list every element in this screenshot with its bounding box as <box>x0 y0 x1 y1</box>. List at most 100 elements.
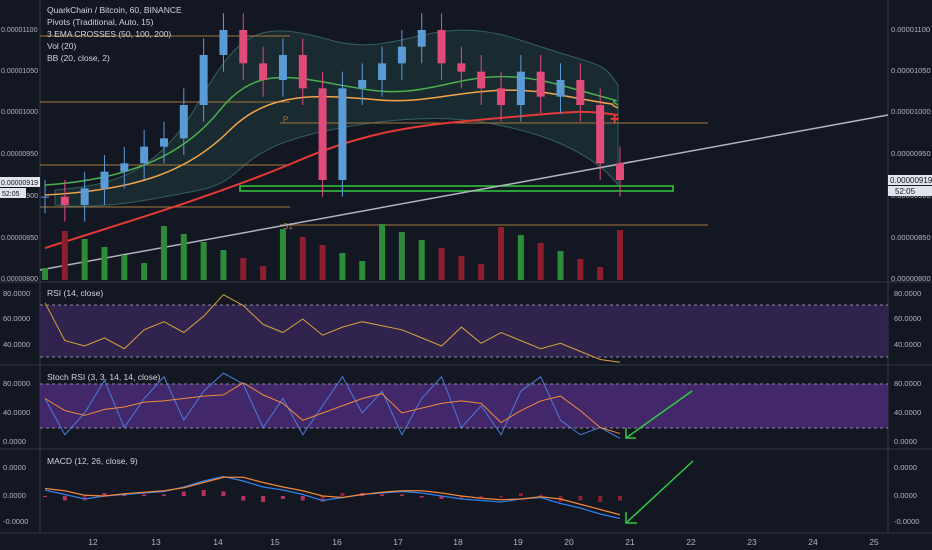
time-tick-label: 17 <box>393 537 403 547</box>
stoch-rsi-label[interactable]: Stoch RSI (3, 3, 14, 14, close) <box>47 372 161 382</box>
time-tick-label: 15 <box>270 537 280 547</box>
volume-bar <box>537 243 544 280</box>
oscillator-tick-label: 0.0000 <box>894 437 917 446</box>
macd-signal-line <box>44 476 621 516</box>
ema-50-line <box>44 75 619 186</box>
stoch-d-line <box>44 382 621 435</box>
time-tick-label: 23 <box>747 537 757 547</box>
countdown-right: 52:05 <box>895 187 916 196</box>
oscillator-tick-label: 80.0000 <box>3 379 30 388</box>
time-tick-label: 19 <box>513 537 523 547</box>
pivot-p-label: P <box>283 115 288 124</box>
current-price-tag-left <box>0 177 40 187</box>
macd-histogram-bar <box>518 493 523 496</box>
macd-histogram-bar <box>439 496 444 499</box>
macd-histogram-bar <box>241 496 246 501</box>
volume-bar <box>319 245 326 280</box>
macd-histogram-bar <box>43 496 47 497</box>
macd-histogram-bar <box>598 496 603 502</box>
oscillator-axis-right: 80.0000 60.0000 40.0000 80.0000 40.0000 0.000… <box>894 289 921 526</box>
macd-histogram-bar <box>499 496 504 498</box>
macd-histogram-bar <box>102 493 107 496</box>
volume-bar <box>200 242 207 280</box>
volume-bar <box>517 235 524 280</box>
countdown-tag-left <box>0 188 26 198</box>
candle-body <box>437 30 446 64</box>
volume-bar <box>141 263 148 280</box>
price-tick-label: 0.00000800 <box>891 274 931 283</box>
candle-body <box>338 88 347 180</box>
price-tick-label: 0.00000850 <box>891 233 931 242</box>
candle-body <box>80 188 89 205</box>
volume-bar <box>359 261 366 280</box>
rsi-band <box>40 305 888 357</box>
symbol-title: QuarkChain / Bitcoin, 60, BINANCE <box>47 5 182 15</box>
macd-histogram-bar <box>201 490 206 496</box>
oscillator-tick-label: 40.0000 <box>894 340 921 349</box>
oscillator-tick-label: 0.0000 <box>3 491 26 500</box>
candle-body <box>199 55 208 105</box>
candle-body <box>417 30 426 47</box>
candle-body <box>596 105 605 164</box>
volume-bar <box>180 234 187 280</box>
volume-bar <box>339 253 346 280</box>
indicator-pivots-label[interactable]: Pivots (Traditional, Auto, 15) <box>47 17 154 27</box>
time-tick-label: 13 <box>151 537 161 547</box>
candle-body <box>120 163 129 172</box>
oscillator-tick-label: 40.0000 <box>894 408 921 417</box>
candle-body <box>219 30 228 55</box>
stoch-band <box>40 384 888 428</box>
volume-bar <box>260 266 267 280</box>
macd-histogram-bar <box>62 496 67 501</box>
price-tick-label: 0.00000850 <box>1 235 38 242</box>
macd-histogram-bar <box>419 496 424 498</box>
oscillator-axis-left: 80.0000 60.0000 40.0000 80.0000 40.0000 0.000… <box>3 289 30 526</box>
pivot-s1-label: S1 <box>283 222 293 231</box>
oscillator-tick-label: 40.0000 <box>3 340 30 349</box>
candle-body <box>41 196 49 198</box>
macd-histogram-bar <box>82 496 87 501</box>
volume-bar <box>279 229 286 280</box>
indicator-bb-label[interactable]: BB (20, close, 2) <box>47 53 110 63</box>
volume-bar <box>498 227 505 280</box>
candle-body <box>477 71 486 89</box>
support-zone <box>239 185 674 192</box>
volume-bar <box>121 255 128 280</box>
indicator-vol-label[interactable]: Vol (20) <box>47 41 76 51</box>
candle-body <box>378 63 387 80</box>
volume-bar <box>597 267 604 280</box>
time-tick-label: 24 <box>808 537 818 547</box>
price-tick-label: 0.00001050 <box>891 66 931 75</box>
candle-body <box>556 80 565 97</box>
macd-label[interactable]: MACD (12, 26, close, 9) <box>47 456 138 466</box>
indicator-ema-label[interactable]: 3 EMA CROSSES (50, 100, 200) <box>47 29 171 39</box>
oscillator-tick-label: -0.0000 <box>894 517 919 526</box>
rsi-label[interactable]: RSI (14, close) <box>47 288 103 298</box>
candle-body <box>179 105 188 139</box>
time-tick-label: 14 <box>213 537 223 547</box>
ema-100-line <box>44 89 619 196</box>
time-tick-label: 12 <box>88 537 98 547</box>
macd-histogram-bar <box>161 494 166 496</box>
volume-bars <box>42 224 623 280</box>
volume-bar <box>101 247 108 280</box>
countdown-left: 52:05 <box>2 191 20 198</box>
candle-body <box>516 71 525 105</box>
volume-bar <box>398 232 405 280</box>
price-tick-label: 0.00001000 <box>891 107 931 116</box>
oscillator-tick-label: 60.0000 <box>3 314 30 323</box>
volume-bar <box>220 250 227 280</box>
volume-bar <box>61 231 68 280</box>
price-tick-label: 0.00001100 <box>1 27 38 34</box>
volume-bar <box>42 268 48 280</box>
oscillator-tick-label: 80.0000 <box>894 289 921 298</box>
candle-body <box>140 146 149 164</box>
oscillator-tick-label: 60.0000 <box>894 314 921 323</box>
price-tick-label: 0.00001100 <box>891 25 930 34</box>
macd-histogram-bar <box>618 496 622 501</box>
volume-bar <box>438 248 445 280</box>
macd-histogram-bar <box>479 496 484 498</box>
current-price-left: 0.00000919 <box>1 180 38 187</box>
volume-bar <box>557 251 564 280</box>
